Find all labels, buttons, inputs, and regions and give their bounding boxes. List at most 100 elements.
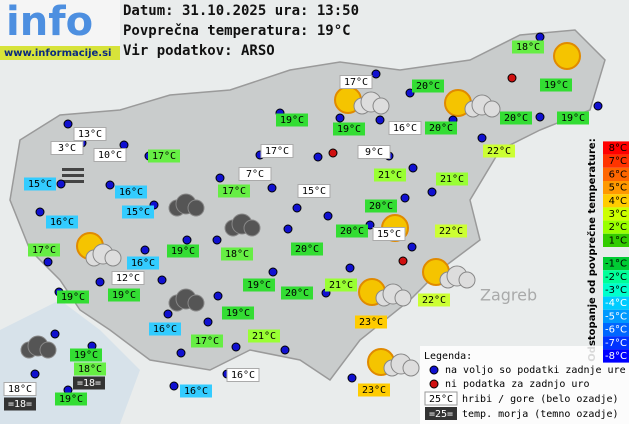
cloud-icon: [402, 359, 420, 377]
station-label-box: [50, 141, 84, 155]
station-temperature: 23°C: [359, 317, 383, 328]
station-label-box: [55, 392, 87, 406]
station-label-box: [191, 334, 223, 348]
scale-swatch: [603, 167, 629, 181]
station-temperature: 22°C: [439, 226, 463, 237]
station-dot: [63, 119, 73, 129]
station-label-box: [333, 122, 365, 136]
station-label-box: [355, 315, 387, 329]
scale-label: 6°C: [609, 169, 627, 180]
station-temperature: 20°C: [285, 288, 309, 299]
station-temperature: 22°C: [422, 295, 446, 306]
scale-title: Odstopanje od povprečne temperature:: [586, 138, 598, 361]
station-temperature: 16°C: [231, 370, 255, 381]
cloud-icon: [39, 341, 57, 359]
station-label-box: [365, 199, 397, 213]
fog-icon: [62, 180, 84, 183]
station-label-box: [248, 329, 280, 343]
station-label-box: [148, 149, 180, 163]
scale-label: -2°C: [605, 272, 627, 283]
station-temperature: 19°C: [112, 290, 136, 301]
station-temperature: 17°C: [265, 146, 289, 157]
cloud-icon: [187, 199, 205, 217]
station-label-box: [127, 256, 159, 270]
station-dot: [140, 245, 150, 255]
cloud-icon: [243, 219, 261, 237]
scale-label: -5°C: [605, 311, 627, 322]
station-label-box: [425, 121, 457, 135]
source: Vir podatkov: ARSO: [123, 43, 275, 59]
station-temperature: 17°C: [222, 186, 246, 197]
station-label-box: [180, 384, 212, 398]
station-label-box: [93, 148, 127, 162]
station-label-box: [483, 144, 515, 158]
scale-swatch: [603, 309, 629, 323]
fog-icon: [62, 168, 84, 171]
scale-label: -1°C: [605, 259, 627, 270]
station-label-box: [149, 322, 181, 336]
station-label-box: [372, 227, 406, 241]
station-dot: [371, 69, 381, 79]
fog-icon: [62, 174, 84, 177]
station-dot: [163, 309, 173, 319]
cloud-icon: [458, 271, 476, 289]
station-label-box: [226, 368, 260, 382]
station-label-box: [57, 290, 89, 304]
station-dot: [375, 115, 385, 125]
legend-mountain-sample-box: [424, 391, 458, 406]
station-label-box: [388, 121, 422, 135]
station-dot: [267, 183, 277, 193]
station-dot: [323, 211, 333, 221]
station-dot: [30, 369, 40, 379]
station-temperature: 7°C: [246, 169, 264, 180]
city-label: Zagreb: [480, 286, 537, 305]
scale-swatch: [603, 349, 629, 363]
station-label-box: [3, 382, 37, 396]
scale-label: 3°C: [609, 209, 627, 220]
station-label-box: [73, 376, 105, 390]
station-label-box: [412, 79, 444, 93]
station-temperature: 16°C: [50, 217, 74, 228]
station-dot-missing: [328, 148, 338, 158]
station-temperature: 19°C: [561, 113, 585, 124]
legend-dot-missing: [429, 379, 439, 389]
station-label-box: [297, 184, 331, 198]
station-label-box: [115, 185, 147, 199]
station-dot: [105, 180, 115, 190]
station-dot: [400, 193, 410, 203]
station-label-box: [111, 271, 145, 285]
station-label-box: [436, 172, 468, 186]
station-dot: [231, 342, 241, 352]
station-temperature: 19°C: [61, 292, 85, 303]
cloud-icon: [394, 289, 412, 307]
legend-missing: ni podatka za zadnjo uro: [445, 379, 590, 390]
station-dot-missing: [507, 73, 517, 83]
scale-label: 5°C: [609, 183, 627, 194]
station-label-box: [222, 306, 254, 320]
station-label-box: [73, 127, 107, 141]
scale-swatch: [603, 296, 629, 310]
station-dot: [50, 329, 60, 339]
station-temperature: 23°C: [362, 385, 386, 396]
station-dot: [283, 224, 293, 234]
scale-swatch: [603, 181, 629, 195]
station-temperature: 19°C: [544, 80, 568, 91]
station-dot: [95, 277, 105, 287]
legend-available: na voljo so podatki zadnje ure: [445, 365, 626, 376]
station-dot: [56, 179, 66, 189]
station-dot: [408, 163, 418, 173]
scale-swatch: [603, 141, 629, 155]
sun-icon: [553, 42, 581, 70]
station-dot: [169, 381, 179, 391]
station-label-box: [339, 75, 373, 89]
station-label-box: [28, 243, 60, 257]
station-temperature: 17°C: [32, 245, 56, 256]
scale-swatch: [603, 207, 629, 221]
station-temperature: 21°C: [440, 174, 464, 185]
station-temperature: 21°C: [252, 331, 276, 342]
station-label-box: [24, 177, 56, 191]
site-bar: [0, 46, 120, 60]
scale-label: 8°C: [609, 143, 627, 154]
station-temperature: 19°C: [337, 124, 361, 135]
scale-label: -6°C: [605, 325, 627, 336]
